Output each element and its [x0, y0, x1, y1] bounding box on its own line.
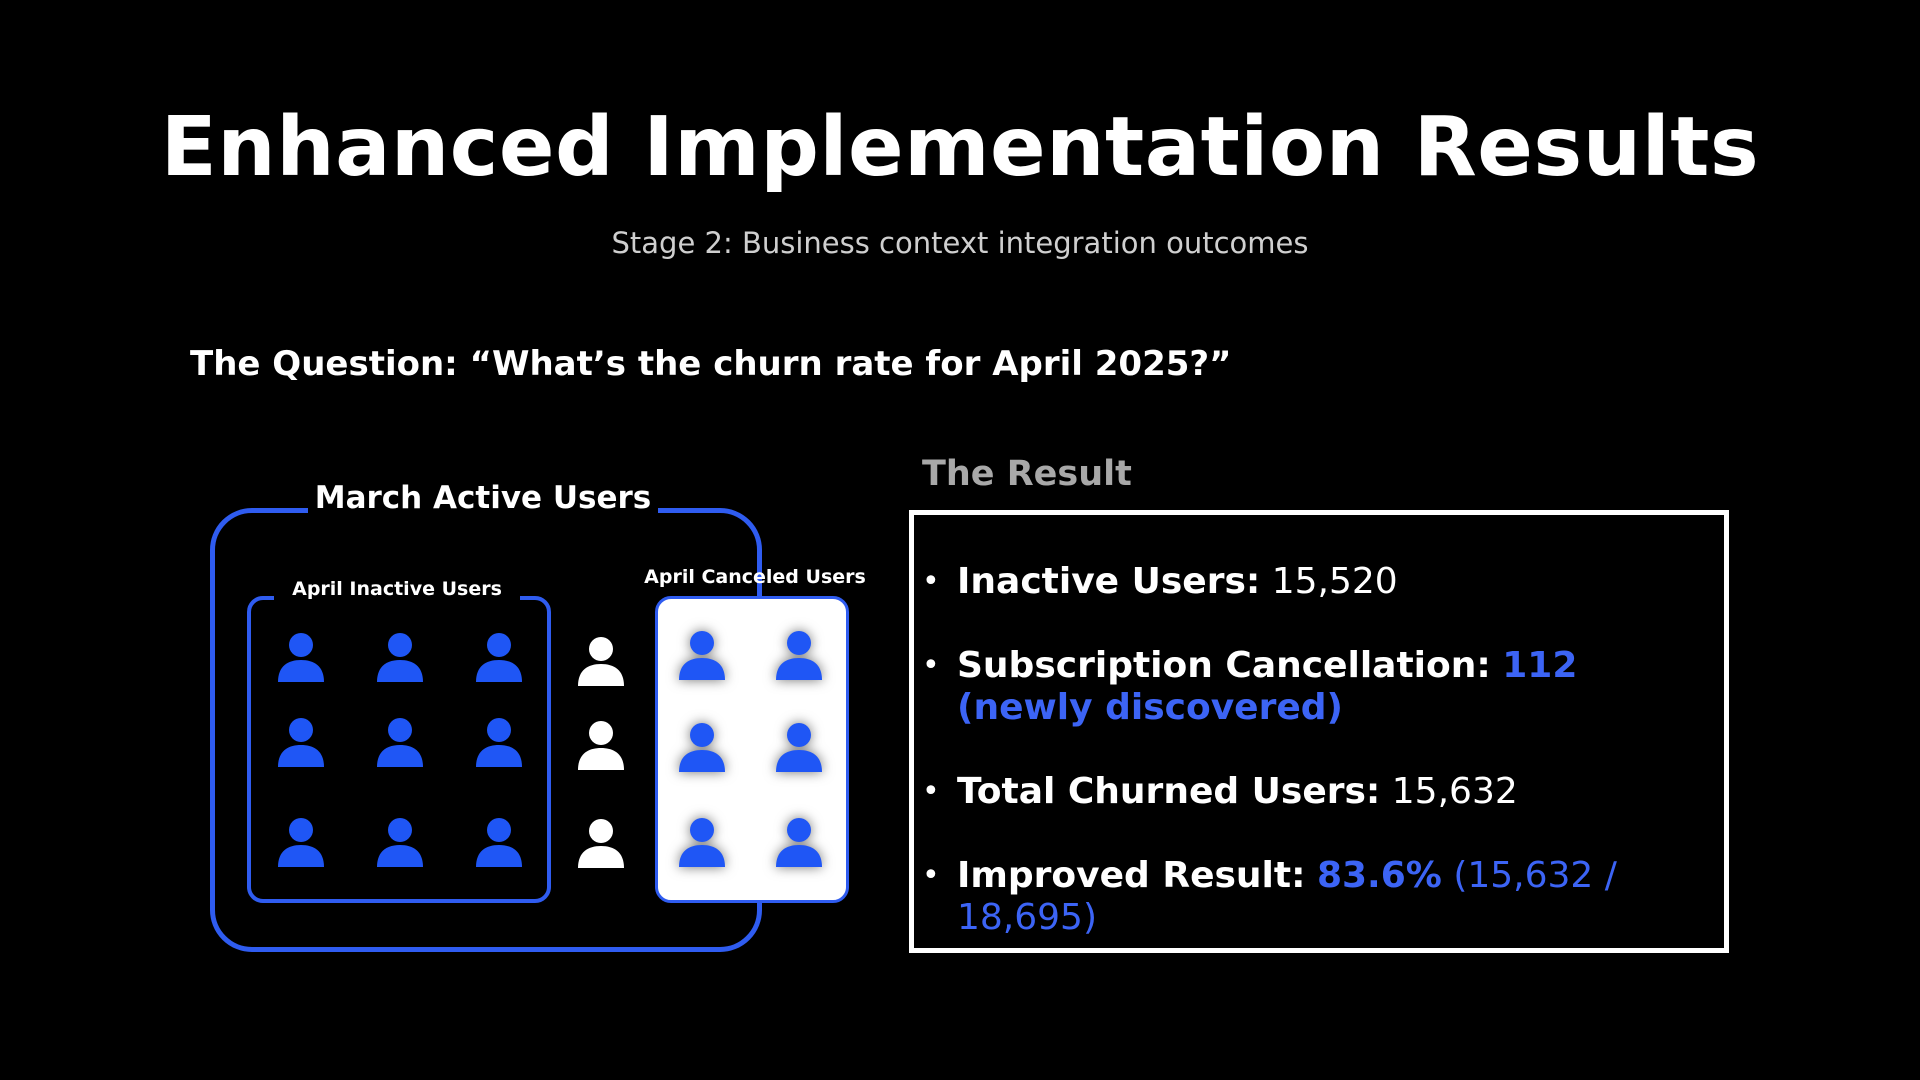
person-icon [373, 815, 427, 869]
result-heading: The Result [922, 454, 1132, 494]
person-icon [373, 630, 427, 684]
result-box [909, 510, 1729, 953]
result-item-value-detail: (15,632 / 18,695) [957, 855, 1617, 938]
result-item-label: Improved Result: [957, 855, 1306, 896]
result-item-label: Inactive Users: [957, 561, 1261, 602]
person-icon [373, 715, 427, 769]
result-item-value: 15,632 [1391, 771, 1518, 812]
result-item-value-percent: 83.6% [1316, 855, 1442, 896]
person-icon [675, 815, 729, 869]
result-item-cancellation: Subscription Cancellation: 112 (newly di… [922, 645, 1677, 729]
person-icon [472, 630, 526, 684]
result-item-inactive: Inactive Users: 15,520 [922, 561, 1677, 603]
person-icon [772, 628, 826, 682]
person-icon [574, 634, 628, 688]
result-item-value: 112 (newly discovered) [957, 645, 1578, 728]
slide-subtitle: Stage 2: Business context integration ou… [611, 226, 1309, 260]
question-text: The Question: “What’s the churn rate for… [190, 344, 1232, 384]
result-item-value: 15,520 [1271, 561, 1398, 602]
person-icon [675, 628, 729, 682]
person-icon [274, 715, 328, 769]
person-icon [574, 816, 628, 870]
result-item-label: Subscription Cancellation: [957, 645, 1491, 686]
person-icon [274, 630, 328, 684]
april-canceled-users-label: April Canceled Users [644, 566, 866, 588]
person-icon [274, 815, 328, 869]
result-item-improved: Improved Result: 83.6% (15,632 / 18,695) [922, 855, 1677, 939]
person-icon [772, 815, 826, 869]
person-icon [675, 720, 729, 774]
person-icon [574, 718, 628, 772]
result-item-label: Total Churned Users: [957, 771, 1381, 812]
march-active-users-label: March Active Users [308, 476, 658, 520]
april-inactive-users-label: April Inactive Users [274, 574, 520, 604]
person-icon [772, 720, 826, 774]
result-item-total-churned: Total Churned Users: 15,632 [922, 771, 1677, 813]
slide-title: Enhanced Implementation Results [160, 100, 1760, 195]
person-icon [472, 715, 526, 769]
person-icon [472, 815, 526, 869]
